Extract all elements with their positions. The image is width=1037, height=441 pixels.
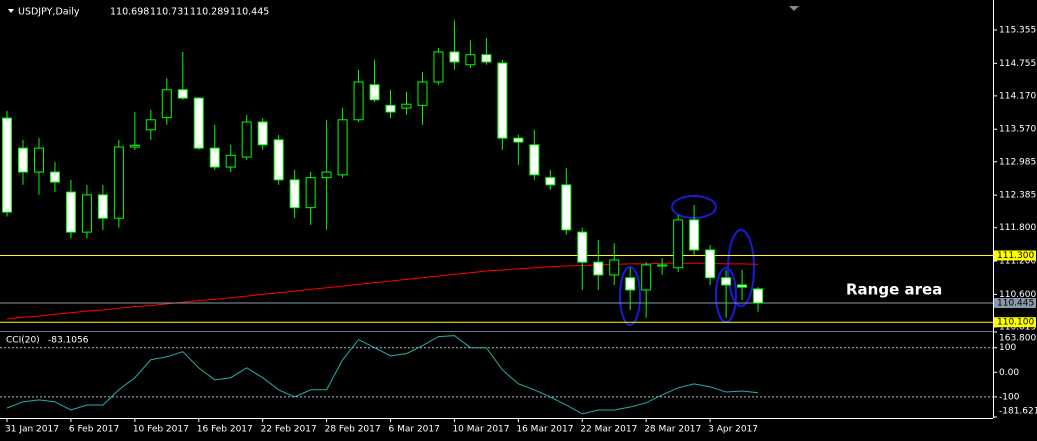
frame xyxy=(0,0,994,419)
candle-body xyxy=(721,277,732,286)
y-tick-label: 112.385 xyxy=(999,191,1036,201)
candle-body xyxy=(49,171,60,183)
candle-body xyxy=(753,288,764,304)
x-tick-label: 10 Mar 2017 xyxy=(452,425,509,435)
candle-body xyxy=(577,231,588,263)
x-tick-label: 28 Feb 2017 xyxy=(325,425,381,435)
candle-body xyxy=(289,179,300,209)
candle-body xyxy=(433,51,444,83)
candle-body xyxy=(33,147,44,173)
x-tick-label: 22 Mar 2017 xyxy=(580,425,637,435)
moving-average xyxy=(6,262,759,320)
candle-body xyxy=(305,177,316,209)
indicator-tick-label: 163.8008 xyxy=(999,334,1037,344)
candle-body xyxy=(737,284,748,288)
menu-arrow xyxy=(8,9,14,13)
candle-body xyxy=(545,177,556,186)
candle-body xyxy=(689,219,700,251)
indicator-label: CCI(20) xyxy=(6,336,40,346)
candle-body xyxy=(97,194,108,219)
candle-body xyxy=(209,147,220,168)
header-value: 110.731 xyxy=(150,7,189,18)
x-tick-label: 10 Feb 2017 xyxy=(133,425,189,435)
candle-body xyxy=(705,249,716,279)
ellipse xyxy=(619,266,641,326)
candle-body xyxy=(657,264,668,267)
indicator-tick-label: 0.00 xyxy=(999,368,1019,378)
candle-body xyxy=(561,184,572,231)
x-tick-label: 16 Feb 2017 xyxy=(197,425,253,435)
candle-body xyxy=(673,219,684,269)
y-tick-label: 111.800 xyxy=(999,223,1036,233)
candle-body xyxy=(449,51,460,63)
price-level-label: 111.300 xyxy=(997,251,1034,261)
price-level-tag xyxy=(994,298,1036,309)
y-tick-label: 113.570 xyxy=(999,125,1036,135)
candle-body xyxy=(513,137,524,143)
x-tick-label: 6 Mar 2017 xyxy=(389,425,440,435)
x-tick-label: 22 Feb 2017 xyxy=(261,425,317,435)
candle-body xyxy=(161,89,172,119)
candle-body xyxy=(129,144,140,148)
header-value: 110.289 xyxy=(190,7,229,18)
candle-body xyxy=(337,119,348,176)
candle-body xyxy=(321,171,332,179)
candle-body xyxy=(417,81,428,106)
candle-body xyxy=(145,119,156,131)
x-tick-label: 3 Apr 2017 xyxy=(708,425,758,435)
x-tick-label: 16 Mar 2017 xyxy=(516,425,573,435)
candle-body xyxy=(401,103,412,109)
candle-body xyxy=(17,147,28,173)
candle-body xyxy=(385,104,396,113)
indicator-current: -83.1056 xyxy=(48,336,89,346)
candle-body xyxy=(465,54,476,66)
header-value: 110.698 xyxy=(110,7,149,18)
candle-body xyxy=(177,89,188,99)
price-level-tag xyxy=(994,317,1036,328)
annotation: Range area xyxy=(846,281,942,299)
candle-body xyxy=(625,277,636,291)
candle-body xyxy=(113,146,124,219)
candle-body xyxy=(481,54,492,63)
price-level-label: 110.100 xyxy=(997,318,1034,328)
indicator-tick-label: -181.6217 xyxy=(999,407,1037,417)
y-tick-label: 110.600 xyxy=(999,290,1036,300)
y-tick-label: 115.355 xyxy=(999,25,1036,35)
x-tick-label: 31 Jan 2017 xyxy=(5,425,59,435)
price-level-label: 110.445 xyxy=(997,299,1034,309)
ellipse xyxy=(727,229,755,307)
symbol: USDJPY,Daily xyxy=(18,7,80,18)
x-tick-label: 6 Feb 2017 xyxy=(69,425,119,435)
candle-body xyxy=(273,139,284,181)
candle-body xyxy=(353,81,364,121)
price-level-tag xyxy=(994,250,1036,261)
y-tick-label: 111.200 xyxy=(999,257,1036,267)
candle-body xyxy=(193,97,204,149)
candle-body xyxy=(81,194,92,233)
y-tick-label: 112.985 xyxy=(999,157,1036,167)
y-tick-label: 110.015 xyxy=(999,322,1036,332)
x-tick-label: 28 Mar 2017 xyxy=(644,425,701,435)
candle-body xyxy=(2,117,12,213)
indicator-line xyxy=(6,335,759,415)
candle-body xyxy=(65,191,76,233)
candle-body xyxy=(225,154,236,168)
shift-marker xyxy=(789,6,799,11)
candle-body xyxy=(609,259,620,276)
candle-body xyxy=(529,144,540,176)
candle-body xyxy=(257,121,268,146)
header-value: 110.445 xyxy=(230,7,269,18)
candle-body xyxy=(641,264,652,291)
candle-body xyxy=(241,121,252,158)
indicator-tick-label: -100 xyxy=(999,392,1020,402)
y-tick-label: 114.755 xyxy=(999,59,1036,69)
y-tick-label: 114.170 xyxy=(999,91,1036,101)
candle-body xyxy=(593,261,604,276)
indicator-tick-label: 100 xyxy=(999,343,1016,353)
candle-body xyxy=(497,62,508,139)
candle-body xyxy=(369,84,380,101)
